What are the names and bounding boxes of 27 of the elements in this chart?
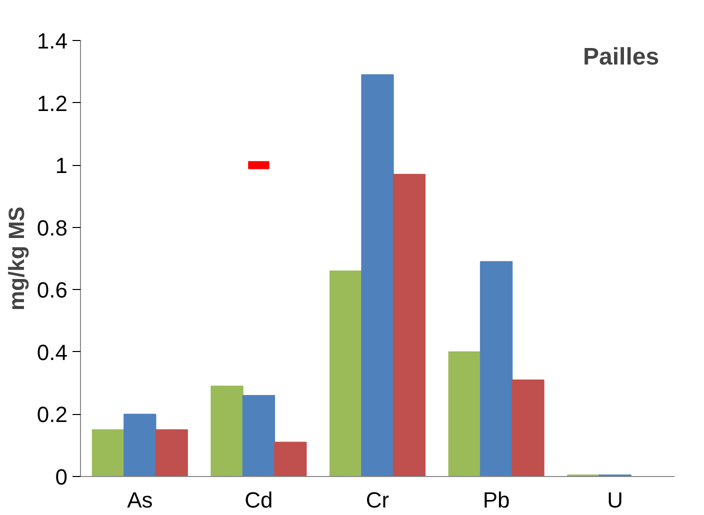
- bar: [92, 429, 125, 476]
- x-tick-label: Cd: [244, 488, 273, 512]
- y-tick-label: 0.4: [36, 340, 68, 365]
- bar: [124, 414, 156, 476]
- y-tick-label: 0.8: [36, 215, 68, 240]
- x-tick-label: Pb: [482, 488, 510, 512]
- y-tick-label: 1: [55, 153, 68, 178]
- bar: [448, 351, 481, 476]
- x-tick-label: Cr: [366, 488, 390, 512]
- bar: [480, 261, 513, 476]
- bar: [274, 442, 307, 476]
- y-tick-label: 1.4: [36, 28, 68, 54]
- y-tick-label: 0.2: [36, 402, 68, 428]
- y-tick-label: 0.6: [36, 278, 68, 303]
- bar: [242, 395, 276, 476]
- bar: [155, 429, 188, 476]
- chart-title: Pailles: [583, 44, 660, 70]
- y-axis-title: mg/kg MS: [4, 206, 29, 310]
- bar: [361, 74, 394, 476]
- y-tick-label: 0: [55, 464, 68, 490]
- bar: [210, 386, 244, 476]
- bar: [512, 379, 544, 476]
- bar: [329, 270, 362, 476]
- x-tick-label: As: [127, 488, 153, 512]
- y-tick-label: 1.2: [36, 90, 68, 116]
- bar: [392, 174, 426, 476]
- x-tick-label: U: [607, 488, 624, 512]
